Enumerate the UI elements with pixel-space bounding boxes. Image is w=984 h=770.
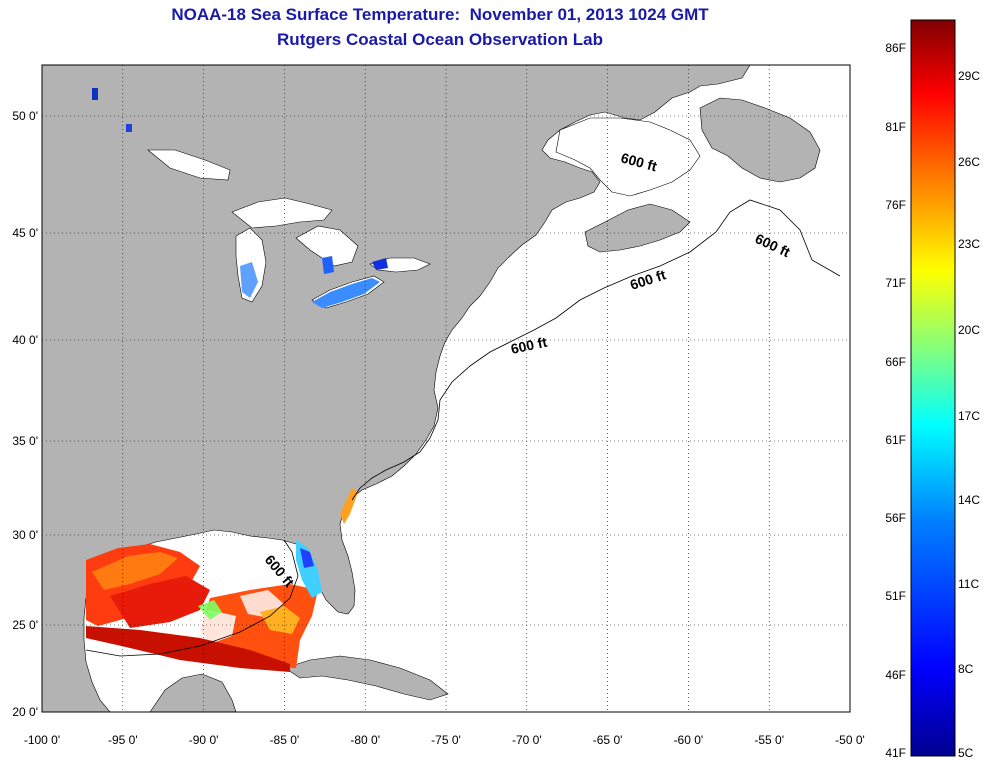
- lon-tick-label: -60 0': [674, 733, 704, 747]
- lake-winnipeg: [147, 149, 231, 181]
- lat-tick-label: 50 0': [12, 109, 38, 123]
- lon-tick-label: -95 0': [108, 733, 138, 747]
- lake-sst-data: [92, 88, 388, 308]
- sst-data-swath: [86, 540, 322, 672]
- colorbar-f-label: 46F: [885, 668, 906, 682]
- lon-tick-label: -50 0': [835, 733, 865, 747]
- colorbar-f-label: 81F: [885, 120, 906, 134]
- colorbar-fahrenheit-labels: 86F 81F 76F 71F 66F 61F 56F 51F 46F 41F: [885, 41, 906, 760]
- yucatan-peninsula: [149, 673, 237, 712]
- colorbar-f-label: 61F: [885, 433, 906, 447]
- lon-tick-label: -65 0': [593, 733, 623, 747]
- lat-tick-label: 35 0': [12, 434, 38, 448]
- florida-warm-strip: [340, 488, 358, 524]
- lat-tick-label: 40 0': [12, 333, 38, 347]
- lon-tick-label: -55 0': [754, 733, 784, 747]
- colorbar-f-label: 86F: [885, 41, 906, 55]
- map-title: NOAA-18 Sea Surface Temperature: Novembe…: [171, 5, 709, 24]
- depth-contour-600ft: [351, 199, 841, 501]
- longitude-ticks: -100 0' -95 0' -90 0' -85 0' -80 0' -75 0' -70…: [24, 733, 865, 747]
- lat-tick-label: 45 0': [12, 226, 38, 240]
- colorbar-f-label: 76F: [885, 198, 906, 212]
- lon-tick-label: -85 0': [270, 733, 300, 747]
- lon-tick-label: -90 0': [189, 733, 219, 747]
- map-grid: [42, 65, 850, 712]
- colorbar-f-label: 66F: [885, 355, 906, 369]
- newfoundland-island: [699, 97, 821, 183]
- colorbar-c-label: 20C: [958, 323, 980, 337]
- lake-huron: [295, 225, 359, 267]
- land-mass: [42, 65, 751, 712]
- colorbar-f-label: 51F: [885, 589, 906, 603]
- contour-label-4: 600 ft: [509, 334, 548, 357]
- gulf-st-lawrence: [555, 117, 701, 197]
- colorbar-c-label: 23C: [958, 237, 980, 251]
- cuba-island: [284, 655, 449, 701]
- colorbar-c-label: 14C: [958, 493, 980, 507]
- map-frame: [41, 64, 851, 713]
- lon-tick-label: -70 0': [512, 733, 542, 747]
- lon-tick-label: -75 0': [431, 733, 461, 747]
- map-subtitle: Rutgers Coastal Ocean Observation Lab: [277, 30, 603, 49]
- nova-scotia: [584, 203, 691, 253]
- lon-tick-label: -80 0': [350, 733, 380, 747]
- latitude-ticks: 20 0' 25 0' 30 0' 35 0' 40 0' 45 0' 50 0': [12, 109, 38, 719]
- lon-tick-label: -100 0': [24, 733, 60, 747]
- colorbar-f-label: 41F: [885, 746, 906, 760]
- colorbar-c-label: 11C: [958, 577, 979, 591]
- lat-tick-label: 25 0': [12, 618, 38, 632]
- colorbar-c-label: 5C: [958, 746, 974, 760]
- gulf-contour-600ft: [85, 539, 299, 657]
- colorbar-c-label: 29C: [958, 69, 980, 83]
- colorbar-c-label: 8C: [958, 662, 974, 676]
- colorbar-c-label: 17C: [958, 409, 980, 423]
- colorbar-f-label: 56F: [885, 511, 906, 525]
- colorbar: [910, 19, 956, 757]
- lat-tick-label: 20 0': [12, 705, 38, 719]
- colorbar-f-label: 71F: [885, 276, 906, 290]
- colorbar-c-label: 26C: [958, 155, 980, 169]
- lat-tick-label: 30 0': [12, 528, 38, 542]
- colorbar-celsius-labels: 29C 26C 23C 20C 17C 14C 11C 8C 5C: [958, 69, 980, 760]
- lake-superior: [231, 197, 333, 229]
